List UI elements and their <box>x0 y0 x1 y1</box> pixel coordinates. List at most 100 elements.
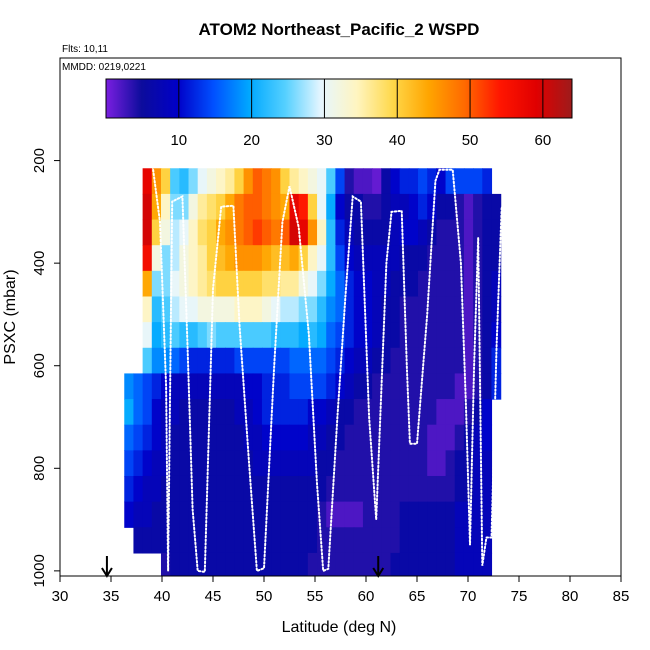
heatmap-cell <box>381 296 392 323</box>
heatmap-cell <box>206 245 217 272</box>
heatmap-cell <box>445 475 456 503</box>
heatmap-cell <box>234 193 245 221</box>
y-tick-label-4: 1000 <box>31 554 48 587</box>
heatmap-cell <box>225 552 236 576</box>
colorbar-tick-label-3: 40 <box>389 132 406 149</box>
heatmap-cell <box>454 296 465 323</box>
heatmap-cell <box>179 193 190 221</box>
heatmap-cell <box>142 373 153 400</box>
heatmap-cell <box>289 450 300 477</box>
heatmap-cell <box>170 296 180 323</box>
heatmap-cell <box>234 270 245 298</box>
heatmap-cell <box>133 501 144 528</box>
heatmap-cell <box>344 450 355 477</box>
heatmap-cell <box>289 296 300 323</box>
heatmap-cell <box>188 475 199 503</box>
heatmap-cell <box>326 450 336 477</box>
x-tick-label-10: 80 <box>562 588 579 605</box>
heatmap-cell <box>170 399 180 426</box>
heatmap-cell <box>381 424 392 451</box>
heatmap-cell <box>326 168 336 195</box>
heatmap-cell <box>390 193 401 221</box>
heatmap-cell <box>252 450 263 477</box>
heatmap-cell <box>252 527 263 554</box>
heatmap-cell <box>280 399 291 426</box>
heatmap-cell <box>261 168 272 195</box>
heatmap-cell <box>298 450 309 477</box>
heatmap-cell <box>151 475 162 503</box>
heatmap-cell <box>179 322 190 349</box>
heatmap-cell <box>142 475 153 503</box>
heatmap-cell <box>243 399 254 426</box>
heatmap-cell <box>335 193 346 221</box>
heatmap-cell <box>335 347 346 375</box>
heatmap-cell <box>151 168 162 195</box>
heatmap-cell <box>317 219 327 246</box>
heatmap-cell <box>142 193 153 221</box>
heatmap-cell <box>197 399 208 426</box>
heatmap-cell <box>160 347 171 375</box>
heatmap-cell <box>344 296 355 323</box>
heatmap-cell <box>216 219 226 246</box>
heatmap-cell <box>418 424 428 451</box>
heatmap-cell <box>179 501 190 528</box>
heatmap-cell <box>133 527 144 554</box>
heatmap-cell <box>408 193 419 221</box>
heatmap-cell <box>261 424 272 451</box>
heatmap-cell <box>427 270 437 298</box>
heatmap-cell <box>271 373 281 400</box>
heatmap-cell <box>381 399 392 426</box>
heatmap-cell <box>289 347 300 375</box>
heatmap-cell <box>151 450 162 477</box>
heatmap-cell <box>427 475 437 503</box>
heatmap-cell <box>473 373 483 400</box>
heatmap-cell <box>482 424 493 451</box>
heatmap-cell <box>271 193 281 221</box>
heatmap-cell <box>188 347 199 375</box>
heatmap-cell <box>252 373 263 400</box>
heatmap-cell <box>151 501 162 528</box>
heatmap-cell <box>307 168 318 195</box>
heatmap-cell <box>280 168 291 195</box>
heatmap-cell <box>372 552 382 576</box>
heatmap-cell <box>418 373 428 400</box>
heatmap-cell <box>362 245 373 272</box>
heatmap-cell <box>317 193 327 221</box>
heatmap-cell <box>261 475 272 503</box>
heatmap-cell <box>390 373 401 400</box>
x-axis: 30 35 40 45 50 55 60 65 70 75 80 85 <box>52 575 629 605</box>
heatmap-cell <box>418 168 428 195</box>
heatmap-cell <box>160 296 171 323</box>
heatmap-cell <box>344 373 355 400</box>
heatmap-cell <box>271 168 281 195</box>
heatmap-cell <box>170 322 180 349</box>
heatmap-cell <box>280 527 291 554</box>
heatmap-cell <box>234 552 245 576</box>
heatmap-cell <box>445 322 456 349</box>
heatmap-cell <box>436 296 447 323</box>
colorbar-tick-label-2: 30 <box>316 132 333 149</box>
heatmap-cell <box>298 193 309 221</box>
heatmap-cell <box>335 322 346 349</box>
heatmap-cell <box>197 450 208 477</box>
heatmap-cell <box>160 475 171 503</box>
heatmap-cell <box>160 552 171 576</box>
heatmap-cell <box>133 399 144 426</box>
heatmap-cell <box>427 347 437 375</box>
heatmap-cell <box>298 424 309 451</box>
heatmap-cell <box>427 296 437 323</box>
heatmap-cell <box>216 552 226 576</box>
heatmap-cell <box>261 219 272 246</box>
heatmap-cell <box>381 475 392 503</box>
heatmap-cell <box>473 501 483 528</box>
heatmap-cell <box>298 527 309 554</box>
heatmap-cell <box>170 527 180 554</box>
heatmap-cell <box>353 450 364 477</box>
heatmap-cell <box>344 322 355 349</box>
heatmap-cell <box>160 168 171 195</box>
heatmap-cell <box>280 270 291 298</box>
heatmap-cell <box>353 424 364 451</box>
heatmap-cell <box>418 219 428 246</box>
heatmap-cell <box>133 475 144 503</box>
heatmap-cell <box>271 245 281 272</box>
